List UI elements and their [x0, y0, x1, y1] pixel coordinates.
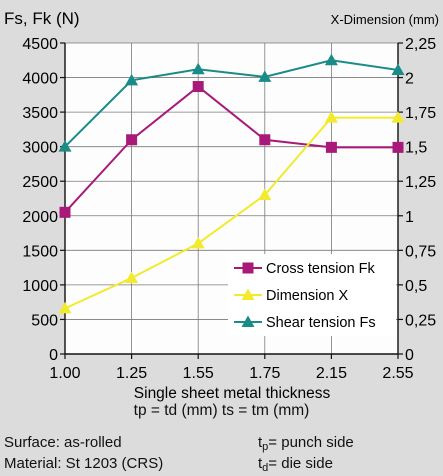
data-point [126, 134, 138, 146]
x-tick-label: 1.25 [116, 365, 147, 382]
data-point [324, 111, 338, 123]
data-point [258, 188, 272, 201]
x-tick-label: 1.00 [49, 365, 80, 382]
series-line-1 [64, 116, 398, 310]
series-line-0 [64, 85, 398, 213]
y-tick-label-left: 2000 [22, 209, 58, 226]
data-point [58, 140, 72, 152]
y-axis-label-right: X-Dimension (mm) [331, 12, 439, 27]
data-point [59, 206, 71, 218]
x-tick-label: 1.55 [183, 365, 214, 382]
y-tick-label-right: 1,25 [405, 174, 436, 191]
line-chart: 0 0 500 0,25 1000 0,5 1500 0,75 2000 1 2500 1,25 300… [4, 9, 439, 402]
tick-labels: 0 0 500 0,25 1000 0,5 1500 0,75 2000 1 2500 1,25 300… [22, 36, 436, 382]
data-point [259, 134, 271, 146]
data-point [58, 301, 72, 314]
legend-label: Shear tension Fs [266, 315, 376, 331]
y-tick-label-right: 1,5 [405, 140, 427, 157]
data-point [391, 111, 405, 123]
y-tick-label-left: 1000 [22, 278, 58, 295]
data-point [192, 81, 204, 93]
y-tick-label-right: 0,5 [405, 278, 427, 295]
x-tick-label: 1.75 [249, 365, 280, 382]
material-note: Material: St 1203 (CRS) [4, 455, 164, 472]
x-axis-label-line2: tp = td (mm) ts = tm (mm) [133, 402, 310, 419]
y-tick-label-left: 2500 [22, 174, 58, 191]
y-tick-label-right: 1 [405, 209, 414, 226]
y-tick-label-left: 0 [49, 347, 58, 364]
x-tick-label: 2.55 [382, 365, 413, 382]
die-side-note: td= die side [258, 455, 333, 474]
y-tick-label-right: 0,75 [405, 243, 436, 260]
y-tick-label-left: 3500 [22, 105, 58, 122]
y-tick-label-right: 0,25 [405, 312, 436, 329]
y-tick-label-right: 1,75 [405, 105, 436, 122]
punch-side-note: tp= punch side [258, 434, 354, 453]
surface-note: Surface: as-rolled [4, 434, 122, 451]
data-point [324, 53, 338, 66]
data-point [191, 236, 205, 249]
legend-marker [241, 315, 255, 327]
series-line-2 [64, 59, 399, 148]
legend-marker [241, 288, 255, 300]
y-tick-label-left: 4000 [22, 71, 58, 88]
y-tick-label-left: 1500 [22, 243, 58, 260]
y-tick-label-left: 4500 [22, 36, 58, 53]
data-point [392, 141, 404, 153]
legend-label: Cross tension Fk [266, 261, 376, 277]
data-point [391, 63, 405, 75]
series-lines [58, 53, 405, 314]
y-tick-label-left: 500 [31, 312, 58, 329]
data-point [125, 73, 139, 86]
data-point [125, 271, 139, 283]
y-tick-label-left: 3000 [22, 140, 58, 157]
x-axis-label: Single sheet metal thickness [134, 385, 331, 402]
data-point [258, 70, 272, 82]
legend-marker [242, 262, 254, 274]
y-tick-label-right: 2,25 [405, 36, 436, 53]
legend: Cross tension Fk Dimension X Shear tension… [228, 254, 396, 336]
legend-label: Dimension X [266, 288, 349, 304]
y-tick-label-right: 0 [405, 347, 414, 364]
data-point [191, 62, 205, 75]
data-point [325, 141, 337, 153]
y-tick-label-right: 2 [405, 71, 414, 88]
x-tick-label: 2.15 [316, 365, 347, 382]
y-axis-label-left: Fs, Fk (N) [4, 9, 80, 28]
